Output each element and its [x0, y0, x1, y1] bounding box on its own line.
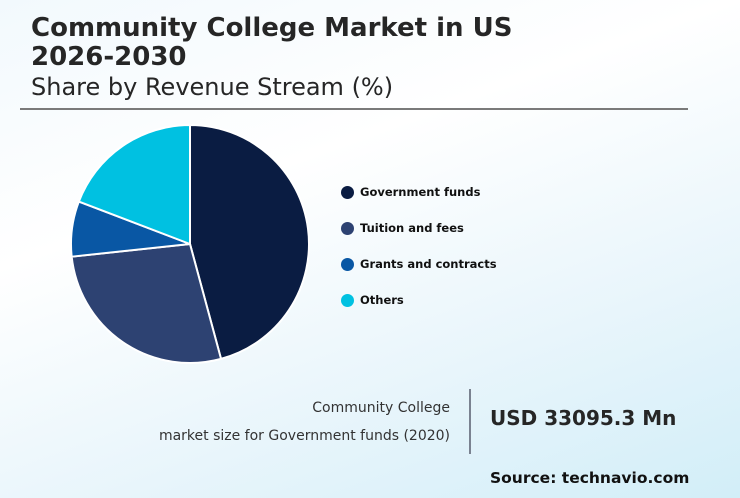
pie-slice-government-funds [189, 123, 310, 361]
stat-divider [469, 389, 471, 454]
legend-item-grants-and-contracts: Grants and contracts [341, 246, 497, 282]
legend-dot-icon [341, 185, 354, 199]
stat-label-line-1: Community College [312, 400, 450, 416]
legend-item-tuition-and-fees: Tuition and fees [341, 210, 497, 246]
pie-slice-tuition-and-fees [70, 242, 223, 364]
title-line-2: 2026-2030 [31, 42, 187, 72]
legend-dot-icon [341, 221, 354, 235]
legend-item-others: Others [341, 282, 497, 318]
stat-label-line-2: market size for Government funds (2020) [158, 428, 450, 444]
pie-slice-others [77, 123, 191, 246]
stat-value: USD 33095.3 Mn [490, 406, 677, 430]
source-credit: Source: technavio.com [490, 469, 690, 487]
chart-subtitle: Share by Revenue Stream (%) [31, 73, 394, 101]
chart-title: Community College Market in US 2026-2030 [31, 14, 512, 72]
pie-chart [70, 123, 310, 364]
title-line-1: Community College Market in US [31, 13, 513, 43]
legend-dot-icon [341, 293, 354, 307]
legend-dot-icon [341, 257, 354, 271]
title-divider [20, 108, 688, 110]
chart-legend: Government funds Tuition and fees Grants… [341, 174, 497, 318]
legend-item-government-funds: Government funds [341, 174, 497, 210]
